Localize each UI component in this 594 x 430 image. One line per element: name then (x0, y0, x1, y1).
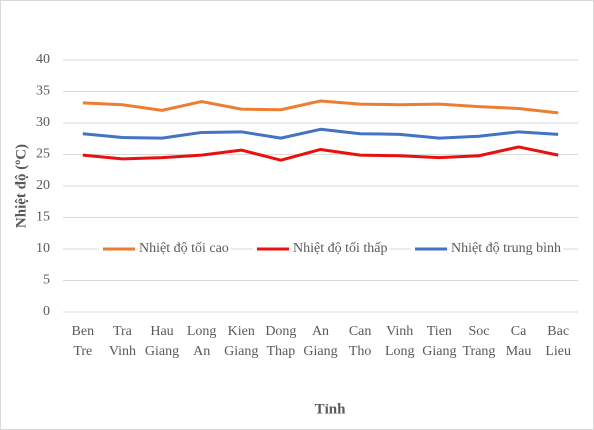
x-tick-label: Soc Trang (462, 324, 496, 359)
x-tick-label: Can Tho (348, 324, 372, 359)
legend-label: Nhiệt độ tối thấp (293, 241, 388, 256)
y-tick-label: 40 (36, 52, 50, 67)
x-tick-label: Hau Giang (144, 324, 180, 359)
y-tick-label: 30 (36, 115, 50, 130)
y-tick-label: 0 (43, 304, 50, 319)
y-tick-label: 5 (43, 273, 50, 288)
x-tick-label: An Giang (303, 324, 338, 359)
x-tick-label: Long An (186, 324, 217, 359)
x-tick-label: Tra Vinh (108, 324, 136, 359)
legend-label: Nhiệt độ trung bình (451, 241, 561, 256)
x-tick-label: Ca Mau (505, 324, 532, 359)
legend-bg (291, 241, 390, 257)
x-tick-label: Kien Giang (224, 324, 259, 359)
series-line (82, 127, 559, 140)
legend-label: Nhiệt độ tối cao (139, 241, 229, 256)
x-tick-label: Ben Tre (71, 324, 95, 359)
legend-bg (449, 241, 564, 257)
x-axis-label: Tỉnh (315, 401, 347, 417)
x-tick-label: Tien Giang (422, 324, 457, 359)
series-line (82, 145, 559, 162)
x-tick-label: Dong Thap (265, 324, 297, 359)
x-tick-label: Vinh Long (384, 324, 415, 359)
legend-bg (137, 241, 231, 257)
y-tick-label: 20 (36, 178, 50, 193)
y-axis-label: Nhiệt độ (ºC) (13, 144, 29, 228)
y-tick-label: 15 (36, 210, 50, 225)
y-tick-label: 35 (36, 84, 50, 99)
x-tick-label: Bac Lieu (545, 324, 572, 359)
series-line (82, 99, 559, 115)
y-tick-label: 10 (36, 241, 50, 256)
y-tick-label: 25 (36, 147, 50, 162)
